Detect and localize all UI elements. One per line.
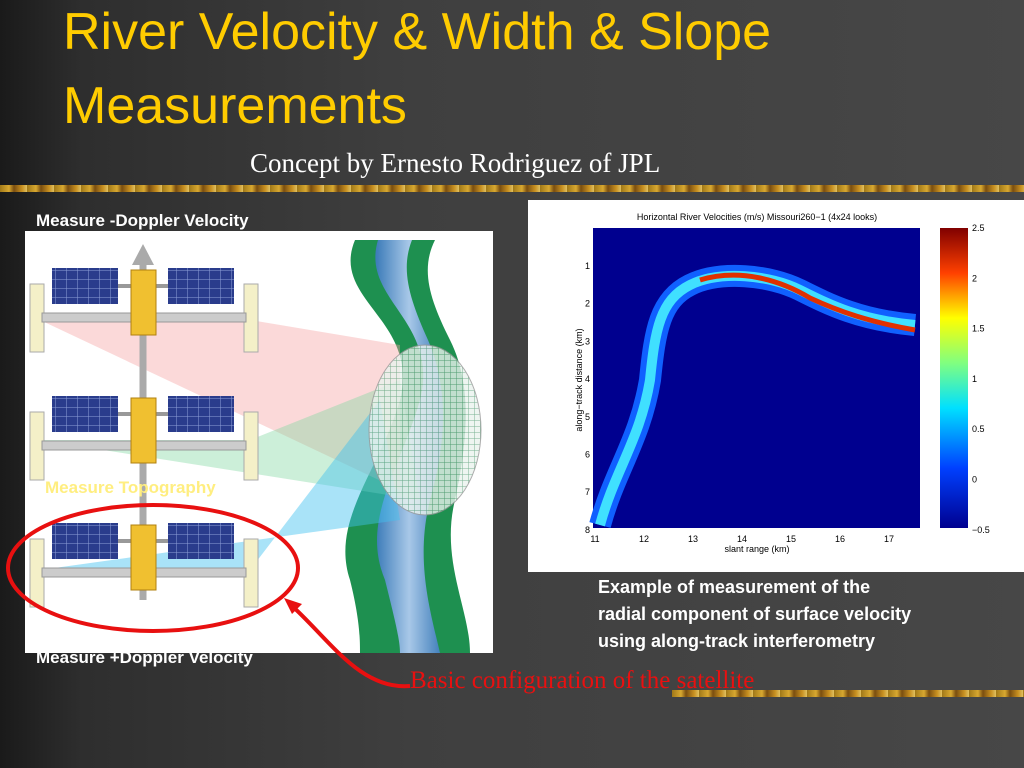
x-tick-label: 11 [590,534,599,544]
callout: Basic configuration of the satellite [410,667,755,694]
y-tick-label: 4 [585,374,590,384]
colorbar-tick-label: 0.5 [972,424,985,434]
caption: using along-track interferometry [598,631,876,651]
stripe [0,185,1024,192]
subtitle: Concept by Ernesto Rodriguez of JPL [250,148,661,178]
caption: radial component of surface velocity [598,604,912,624]
label: Measure Topography [45,478,216,497]
x-tick-label: 16 [835,534,845,544]
x-label: slant range (km) [724,544,789,554]
y-tick-label: 3 [585,336,590,346]
colorbar-tick-label: 2 [972,273,977,283]
y-tick-label: 6 [585,450,590,460]
caption: Example of measurement of the [598,577,871,597]
label: Measure -Doppler Velocity [36,211,249,230]
x-tick-label: 12 [639,534,649,544]
y-tick-label: 7 [585,487,590,497]
title: River Velocity & Width & Slope [63,3,772,61]
y-label: along−track distance (km) [574,328,584,431]
x-tick-label: 13 [688,534,698,544]
figure-title: Horizontal River Velocities (m/s) Missou… [637,212,877,222]
diagram-panel [25,231,493,653]
y-tick-label: 1 [585,261,590,271]
y-tick-label: 2 [585,299,590,309]
title: Measurements [63,77,407,135]
x-tick-label: 17 [884,534,894,544]
x-tick-label: 15 [786,534,796,544]
stripe [672,690,1024,697]
y-tick-label: 8 [585,525,590,535]
y-tick-label: 5 [585,412,590,422]
colorbar-tick-label: −0.5 [972,525,990,535]
colorbar-tick-label: 1 [972,374,977,384]
colorbar-tick-label: 0 [972,475,977,485]
label: Measure +Doppler Velocity [36,648,253,667]
colorbar-tick-label: 1.5 [972,324,985,334]
x-tick-label: 14 [737,534,747,544]
figure: Horizontal River Velocities (m/s) Missou… [528,200,1024,572]
colorbar-tick-label: 2.5 [972,223,985,233]
